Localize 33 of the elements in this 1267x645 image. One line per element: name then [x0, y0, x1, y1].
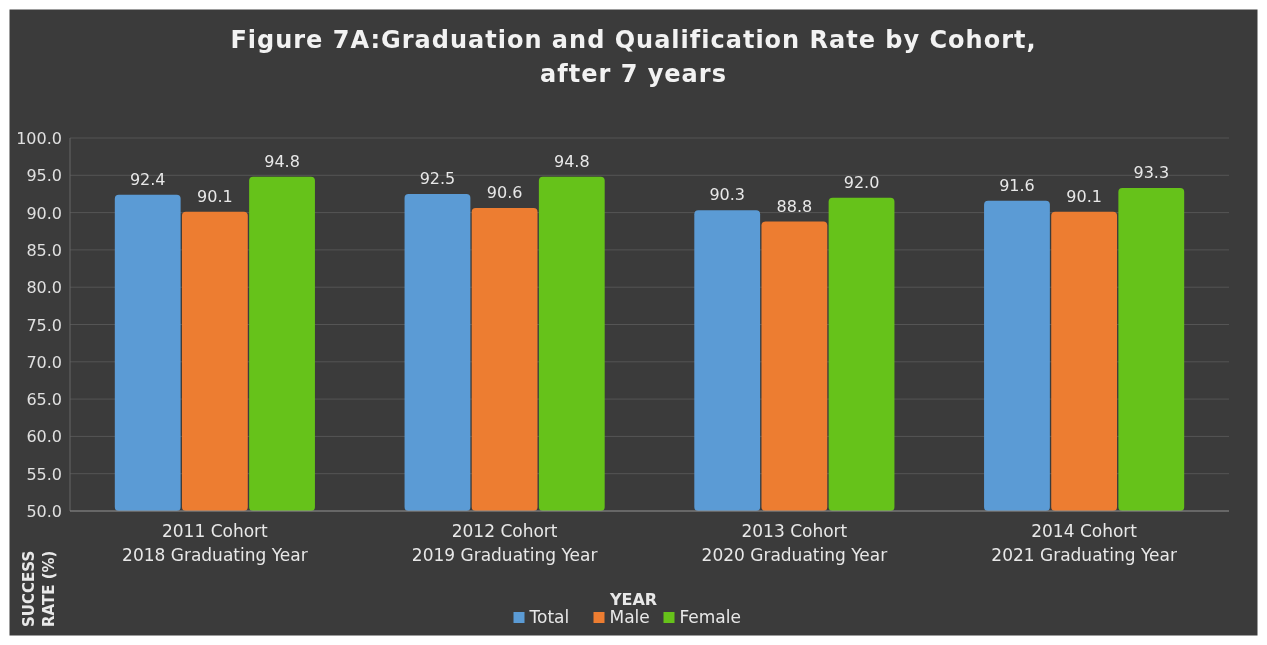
legend-label: Female — [679, 607, 741, 627]
data-label: 94.8 — [553, 151, 590, 171]
y-tick-label: 100.0 — [16, 129, 62, 148]
data-label: 90.3 — [709, 185, 746, 205]
y-tick-label: 55.0 — [26, 464, 62, 484]
y-tick-label: 65.0 — [26, 390, 62, 410]
x-tick-label: 2014 Cohort 2021 Graduating Year — [991, 521, 1177, 565]
y-tick-label: 95.0 — [26, 166, 62, 186]
y-tick-label: 85.0 — [26, 240, 62, 260]
legend-label: Male — [609, 607, 650, 627]
data-label: 93.3 — [1133, 162, 1170, 182]
y-tick-label: 60.0 — [26, 427, 62, 447]
data-label: 92.4 — [129, 169, 166, 189]
data-label: 92.0 — [843, 172, 880, 192]
y-tick-label: 90.0 — [26, 203, 62, 223]
y-tick-label: 50.0 — [26, 502, 62, 521]
legend-label: Total — [528, 607, 570, 627]
y-tick-label: 75.0 — [26, 315, 62, 335]
y-axis-title: SUCCESS RATE (%) — [20, 550, 58, 627]
data-label: 94.8 — [264, 151, 300, 171]
x-tick-label: 2012 Cohort 2019 Graduating Year — [411, 521, 598, 565]
data-label: 90.1 — [197, 186, 233, 206]
data-label: 88.8 — [776, 196, 813, 216]
y-tick-label: 80.0 — [26, 278, 62, 298]
data-label: 92.5 — [419, 168, 456, 188]
data-label: 90.6 — [486, 183, 523, 203]
chart-title: Figure 7A:Graduation and Qualification Rate by Cohort, after 7 years — [230, 26, 1037, 88]
x-axis-title: YEAR — [608, 590, 658, 609]
data-label: 91.6 — [999, 175, 1035, 195]
data-label: 90.1 — [1066, 186, 1102, 206]
x-tick-label: 2011 Cohort 2018 Graduating Year — [122, 521, 308, 565]
x-tick-label: 2013 Cohort 2020 Graduating Year — [701, 521, 888, 565]
y-tick-label: 70.0 — [26, 352, 62, 372]
